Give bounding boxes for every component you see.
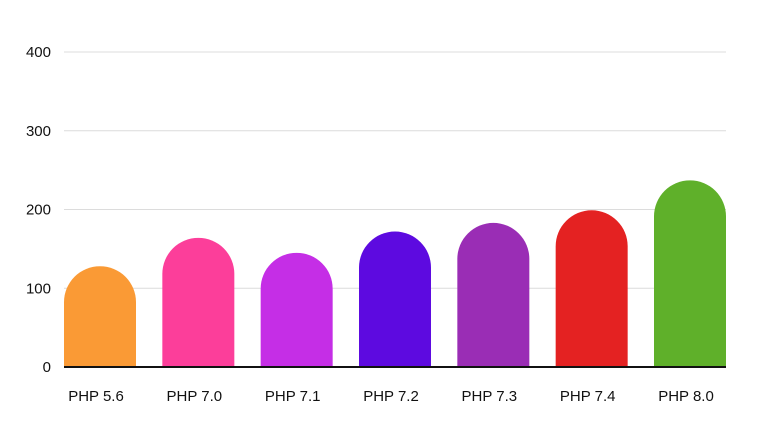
- bars: [64, 180, 726, 367]
- x-category-label: PHP 5.6: [68, 388, 124, 405]
- bar-php-7-1: [260, 252, 333, 367]
- x-axis-labels: PHP 5.6 PHP 7.0 PHP 7.1 PHP 7.2 PHP 7.3 PHP 7…: [68, 388, 714, 405]
- bar-php-7-0: [162, 237, 235, 367]
- y-tick-label: 200: [26, 202, 51, 219]
- x-category-label: PHP 7.0: [167, 388, 223, 405]
- bar-php-7-2: [359, 231, 431, 367]
- bar-php-7-4: [555, 210, 628, 367]
- x-category-label: PHP 8.0: [658, 388, 714, 405]
- y-tick-label: 300: [26, 123, 51, 140]
- y-axis-ticks: 0 100 200 300 400: [26, 44, 51, 376]
- bar-php-5-6: [64, 266, 136, 367]
- x-category-label: PHP 7.2: [363, 388, 419, 405]
- bar-php-7-3: [457, 222, 530, 367]
- x-category-label: PHP 7.4: [560, 388, 616, 405]
- y-tick-label: 100: [26, 280, 51, 297]
- y-tick-label: 400: [26, 44, 51, 61]
- y-tick-label: 0: [43, 359, 51, 376]
- x-category-label: PHP 7.1: [265, 388, 321, 405]
- bar-php-8-0: [654, 180, 726, 367]
- x-category-label: PHP 7.3: [462, 388, 518, 405]
